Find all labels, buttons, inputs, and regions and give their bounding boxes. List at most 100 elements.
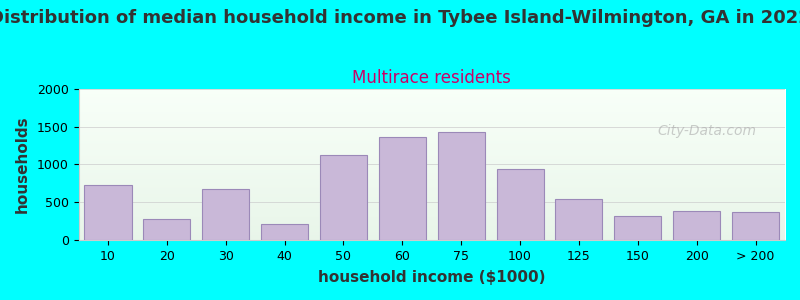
Bar [78,122,785,124]
Bar [78,201,785,202]
Bar [78,120,785,122]
Y-axis label: households: households [15,116,30,213]
Bar [78,230,785,231]
Bar [78,92,785,93]
Bar [78,113,785,114]
Bar [78,180,785,181]
Bar [78,198,785,200]
Bar [78,186,785,187]
Bar [78,195,785,196]
Bar [78,160,785,161]
X-axis label: household income ($1000): household income ($1000) [318,270,546,285]
Bar [320,154,367,240]
Bar [78,193,785,195]
Bar [78,166,785,167]
Bar [78,117,785,119]
Bar [78,237,785,239]
Bar [78,196,785,198]
Bar [78,202,785,204]
Bar [78,200,785,201]
Bar [78,108,785,110]
Bar [78,177,785,178]
Title: Multirace residents: Multirace residents [352,69,511,87]
Bar [78,212,785,213]
Bar [497,169,544,240]
Bar [78,99,785,101]
Bar [78,148,785,149]
Bar [78,142,785,143]
Bar [378,137,426,240]
Bar [78,190,785,192]
Bar [555,199,602,240]
Bar [78,170,785,172]
Bar [78,110,785,111]
Bar [78,175,785,177]
Bar [143,220,190,240]
Bar [78,157,785,158]
Bar [78,151,785,152]
Bar [78,213,785,214]
Bar [78,216,785,218]
Bar [78,167,785,169]
Bar [78,154,785,155]
Bar [78,149,785,151]
Bar [78,111,785,113]
Bar [78,94,785,96]
Bar [78,174,785,175]
Bar [78,214,785,216]
Bar [78,145,785,146]
Bar [78,181,785,183]
Bar [78,187,785,189]
Bar [78,206,785,207]
Bar [78,218,785,219]
Bar [78,93,785,94]
Bar [78,204,785,206]
Bar [78,128,785,130]
Bar [78,102,785,104]
Bar [78,116,785,117]
Text: City-Data.com: City-Data.com [658,124,757,138]
Bar [78,207,785,208]
Bar [78,189,785,190]
Bar [78,222,785,224]
Bar [78,131,785,133]
Bar [78,184,785,186]
Bar [261,224,308,240]
Bar [202,189,250,240]
Bar [85,185,131,240]
Bar [78,228,785,230]
Bar [78,172,785,174]
Bar [78,96,785,98]
Bar [78,125,785,127]
Bar [78,105,785,107]
Bar [78,208,785,210]
Bar [78,164,785,166]
Bar [78,139,785,140]
Bar [78,233,785,234]
Bar [78,133,785,134]
Bar [78,169,785,170]
Bar [78,136,785,137]
Bar [78,220,785,222]
Bar [78,88,785,90]
Bar [78,107,785,108]
Bar [78,227,785,228]
Bar [78,183,785,184]
Bar [78,225,785,227]
Text: Distribution of median household income in Tybee Island-Wilmington, GA in 2022: Distribution of median household income … [0,9,800,27]
Bar [78,104,785,105]
Bar [78,178,785,180]
Bar [78,161,785,163]
Bar [78,114,785,116]
Bar [78,127,785,128]
Bar [78,130,785,131]
Bar [732,212,779,240]
Bar [78,239,785,240]
Bar [78,90,785,92]
Bar [614,216,662,240]
Bar [78,163,785,164]
Bar [78,134,785,136]
Bar [78,140,785,142]
Bar [78,124,785,125]
Bar [78,219,785,220]
